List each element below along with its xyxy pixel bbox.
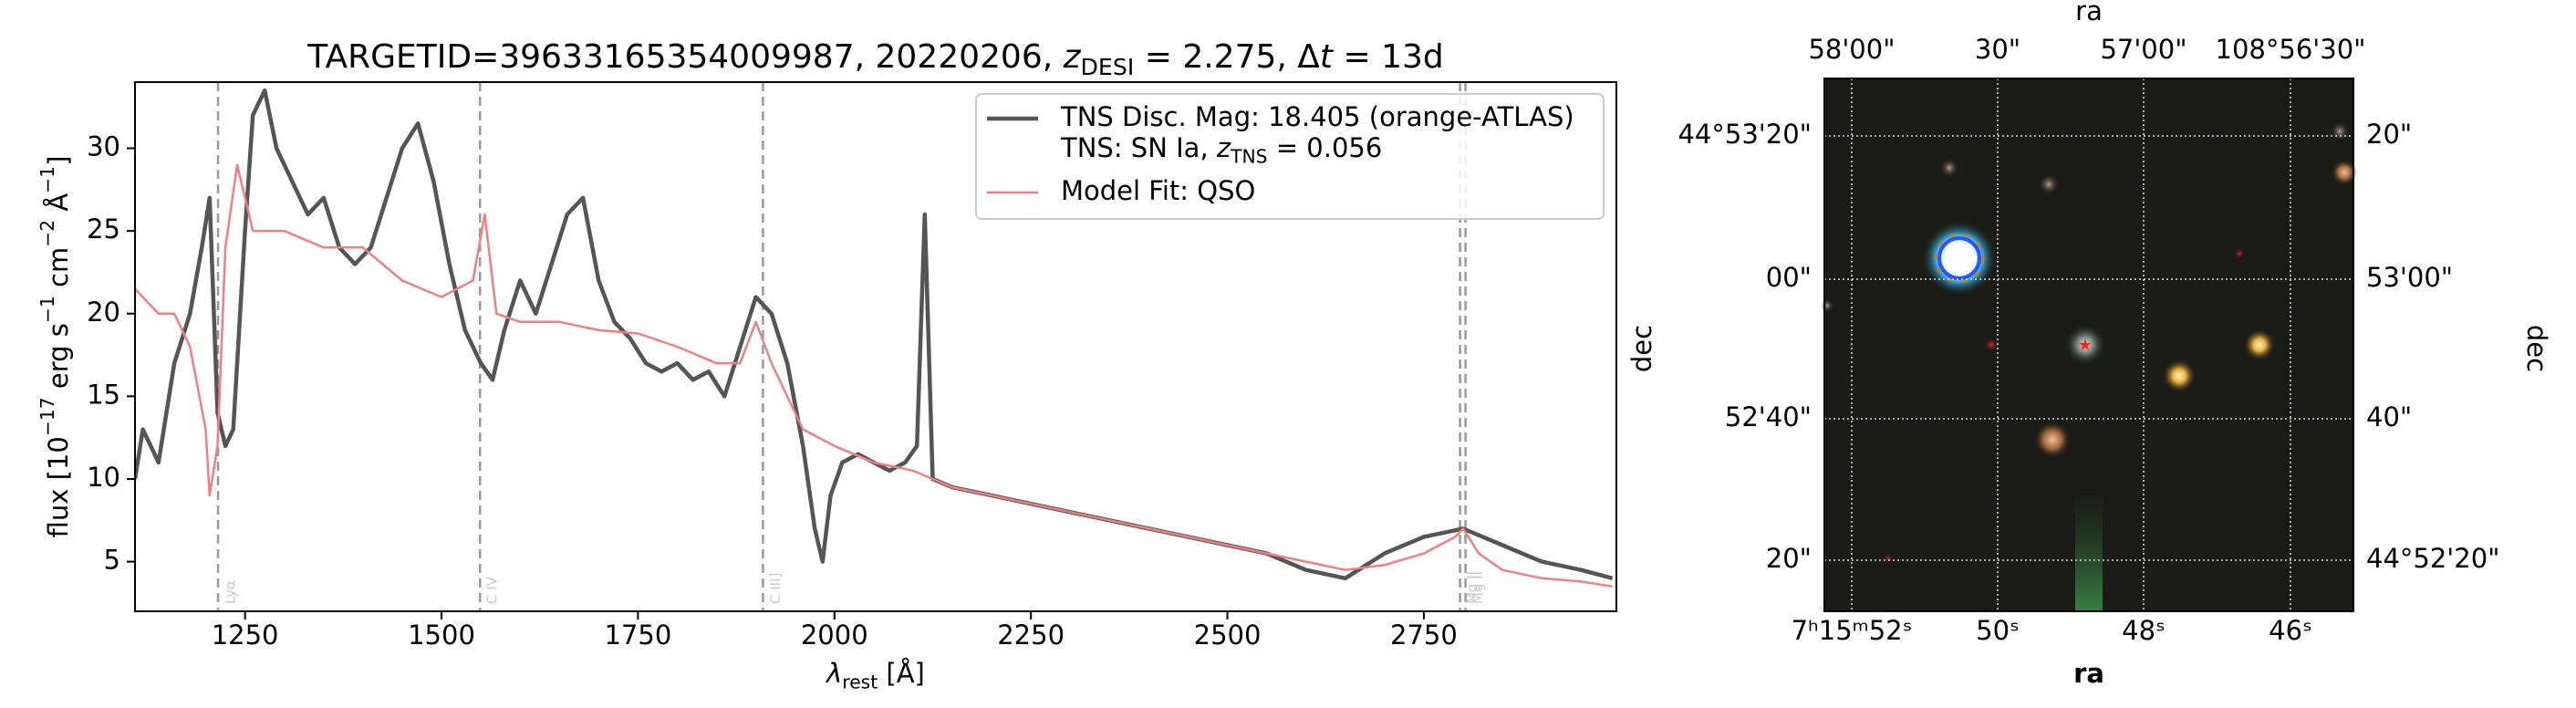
- legend-label-line2-part: z: [1216, 132, 1231, 163]
- y-tick-label: 5: [104, 545, 120, 576]
- x-tick-label: 1500: [408, 620, 475, 651]
- y-tick-label: 00": [1766, 262, 1812, 293]
- x-axis-label-part: λ: [825, 658, 842, 689]
- chart-title-part: TARGETID=39633165354009987, 20220206,: [306, 38, 1063, 76]
- x-axis-label: λrest [Å]: [825, 658, 925, 692]
- y-axis-label-part: erg s: [43, 323, 74, 397]
- data-line: [135, 163, 1613, 588]
- x-axis-label-part: rest: [842, 671, 878, 692]
- x-axis-label: ra: [2073, 658, 2104, 689]
- y-right-tick-label: 53'00": [2366, 262, 2453, 293]
- x-axis-label-part: [Å]: [878, 658, 925, 689]
- y-axis-label-part: Å: [43, 193, 74, 220]
- x-top-axis-label: ra: [2075, 0, 2103, 26]
- sky-image: ★: [1821, 78, 2357, 611]
- y-tick-label: 25: [87, 213, 120, 245]
- x-top-tick-label: 58'00": [1808, 34, 1895, 65]
- svg-text:★: ★: [2078, 336, 2093, 355]
- legend-label-line2-part: = 0.056: [1268, 132, 1383, 163]
- x-top-tick-label: 108°56'30": [2216, 34, 2366, 65]
- y-axis-label: flux [10−17 erg s−1 cm−2 Å−1]: [36, 156, 74, 538]
- x-tick-label: 1250: [212, 620, 279, 651]
- legend-label-line2: TNS: SN Ia, zTNS = 0.056: [1060, 132, 1382, 167]
- legend-label: Model Fit: QSO: [1061, 175, 1255, 206]
- plot-frame: [134, 81, 1617, 612]
- chart-title-part: t: [1320, 38, 1335, 76]
- y-tick-label: 30: [87, 131, 120, 162]
- y-tick-label: 20: [87, 297, 120, 328]
- y-tick-label: 20": [1766, 543, 1812, 574]
- chart-title-part: z: [1063, 38, 1082, 76]
- emission-line-label: Mg II: [1464, 571, 1480, 604]
- x-top-tick-label: 57'00": [2100, 34, 2186, 65]
- y-axis-label-part: flux [10: [43, 436, 74, 537]
- x-tick-label: 2500: [1194, 620, 1262, 651]
- chart-title-part: DESI: [1081, 54, 1135, 80]
- emission-line-label: C IV: [484, 576, 501, 604]
- y-axis-label-part: −2: [36, 220, 57, 247]
- legend: TNS Disc. Mag: 18.405 (orange-ATLAS) Mode…: [975, 93, 1605, 220]
- y-right-axis-label: dec: [2521, 325, 2552, 372]
- legend-label-line2-part: TNS: SN Ia,: [1060, 132, 1217, 163]
- y-right-tick-label: 44°52'20": [2366, 543, 2500, 574]
- y-axis-label: dec: [1626, 325, 1657, 372]
- legend-box: [975, 93, 1605, 220]
- legend-label-line2-part: TNS: [1230, 145, 1267, 167]
- y-tick-label: 10: [87, 462, 120, 493]
- y-axis-label-part: ]: [43, 156, 74, 166]
- y-right-tick-label: 40": [2366, 401, 2412, 432]
- y-tick-label: 52'40": [1725, 401, 1812, 432]
- emission-line-label: Mg II: [1470, 571, 1486, 604]
- x-tick-label: 1750: [604, 620, 671, 651]
- x-tick-label: 48ˢ: [2122, 615, 2166, 646]
- x-tick-label: 2250: [997, 620, 1065, 651]
- x-top-tick-label: 30": [1975, 34, 2020, 65]
- emission-line-label: C III]: [767, 573, 784, 604]
- chart-title-part: = 13d: [1333, 38, 1444, 76]
- y-axis-label-part: −1: [36, 296, 57, 323]
- y-right-tick-label: 20": [2366, 119, 2412, 150]
- x-tick-label: 2750: [1390, 620, 1458, 651]
- y-tick-label: 44°53'20": [1678, 119, 1812, 150]
- x-tick-label: 7ʰ15ᵐ52ˢ: [1792, 615, 1913, 646]
- legend-label: TNS Disc. Mag: 18.405 (orange-ATLAS): [1060, 101, 1574, 132]
- image-frame: [1823, 78, 2354, 612]
- emission-line-label: Lyα: [223, 580, 239, 604]
- y-axis-label-part: −1: [36, 166, 57, 193]
- x-tick-label: 2000: [801, 620, 868, 651]
- y-axis-label-part: cm: [43, 247, 74, 296]
- chart-title: TARGETID=39633165354009987, 20220206, zD…: [306, 38, 1443, 80]
- y-axis-label-part: −17: [36, 397, 57, 436]
- x-tick-label: 50ˢ: [1976, 615, 2020, 646]
- x-tick-label: 46ˢ: [2269, 615, 2312, 646]
- chart-title-part: = 2.275, Δ: [1134, 38, 1320, 76]
- y-tick-label: 15: [87, 379, 120, 410]
